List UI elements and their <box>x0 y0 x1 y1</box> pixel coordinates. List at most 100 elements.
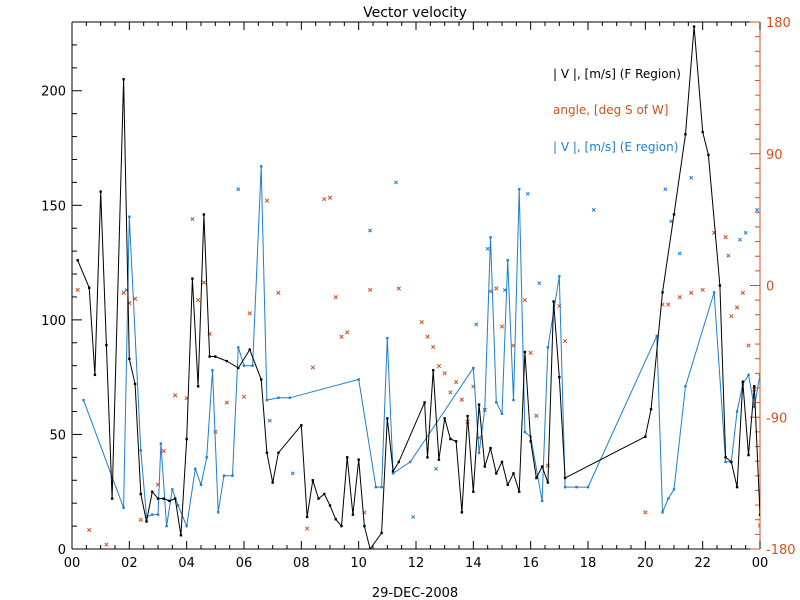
data-point <box>93 373 97 377</box>
data-point <box>317 497 320 500</box>
data-point <box>500 460 504 464</box>
data-point <box>88 286 91 289</box>
data-marker <box>689 175 694 180</box>
data-marker <box>368 228 373 233</box>
data-point <box>305 515 309 519</box>
x-tick-label: 12 <box>408 556 425 571</box>
data-point <box>191 277 194 280</box>
data-point <box>162 497 165 500</box>
legend: | V |, [m/s] (F Region) angle, [deg S of … <box>553 67 681 154</box>
data-point <box>222 474 226 477</box>
data-marker <box>434 466 439 471</box>
data-point <box>304 526 310 531</box>
data-point <box>540 499 544 503</box>
data-point <box>735 485 739 489</box>
data-point <box>363 524 366 528</box>
data-point <box>208 355 211 358</box>
data-point <box>724 460 727 464</box>
data-marker <box>393 180 398 185</box>
data-point <box>237 366 240 370</box>
data-point <box>684 385 687 388</box>
x-tick-label: 00 <box>752 556 769 571</box>
data-point <box>545 463 551 468</box>
data-point <box>159 442 163 445</box>
data-marker <box>537 281 542 286</box>
data-point <box>340 524 343 528</box>
data-point <box>271 481 274 484</box>
data-point <box>523 350 527 354</box>
x-tick-label: 16 <box>522 556 539 571</box>
data-point <box>346 456 349 459</box>
data-point <box>723 235 728 240</box>
data-point <box>357 458 360 461</box>
data-point <box>436 363 442 369</box>
data-point <box>643 510 648 515</box>
data-point <box>522 297 528 303</box>
data-point <box>518 188 521 191</box>
data-point <box>552 300 555 303</box>
data-point <box>311 479 314 482</box>
data-point <box>110 497 114 500</box>
data-point <box>431 344 436 350</box>
data-point <box>179 534 183 537</box>
data-point <box>546 346 550 349</box>
data-point <box>201 280 207 285</box>
data-point <box>339 334 344 339</box>
x-tick-label: 06 <box>236 556 253 571</box>
data-point <box>477 403 481 406</box>
series-2 <box>82 165 760 528</box>
data-point <box>351 513 355 516</box>
data-point <box>426 456 429 459</box>
data-point <box>75 287 80 293</box>
series-line <box>83 166 760 528</box>
data-point <box>368 547 372 549</box>
data-point <box>460 511 464 514</box>
data-point <box>730 460 733 464</box>
data-point <box>757 524 760 528</box>
data-point <box>104 542 109 547</box>
data-marker <box>502 288 507 293</box>
data-point <box>655 334 658 338</box>
x-tick-label: 00 <box>64 556 81 571</box>
data-point <box>689 290 694 295</box>
data-point <box>211 369 214 372</box>
data-point <box>176 504 180 507</box>
legend-entry: | V |, [m/s] (F Region) <box>553 67 681 81</box>
data-point <box>386 417 389 420</box>
data-point <box>558 275 561 278</box>
data-point <box>649 408 653 411</box>
y-tick-label: 150 <box>41 199 66 214</box>
data-point <box>499 324 505 329</box>
data-point <box>423 401 426 404</box>
data-point <box>494 286 499 291</box>
data-point <box>661 511 664 514</box>
data-point <box>195 297 201 303</box>
data-point <box>288 396 292 399</box>
data-point <box>672 488 676 491</box>
data-point <box>357 378 360 381</box>
y-tick-label: 0 <box>58 543 66 558</box>
data-point <box>506 483 509 487</box>
data-marker <box>236 187 241 192</box>
y2-tick-label: 180 <box>766 16 791 31</box>
data-point <box>225 359 228 363</box>
data-point <box>443 417 446 420</box>
data-point <box>747 453 750 457</box>
data-point <box>518 490 521 493</box>
data-point <box>345 330 350 335</box>
y-tick-label: 50 <box>49 428 66 443</box>
x-tick-label: 08 <box>293 556 310 571</box>
data-point <box>391 469 395 473</box>
data-point <box>442 371 447 376</box>
data-point <box>367 287 373 293</box>
data-point <box>242 364 246 367</box>
data-point <box>735 410 739 413</box>
data-point <box>171 488 174 491</box>
data-point <box>700 287 705 293</box>
data-point <box>260 165 263 168</box>
data-point <box>472 366 475 370</box>
data-point <box>145 515 148 519</box>
data-point <box>121 290 126 295</box>
data-point <box>128 215 131 218</box>
data-point <box>667 497 670 500</box>
